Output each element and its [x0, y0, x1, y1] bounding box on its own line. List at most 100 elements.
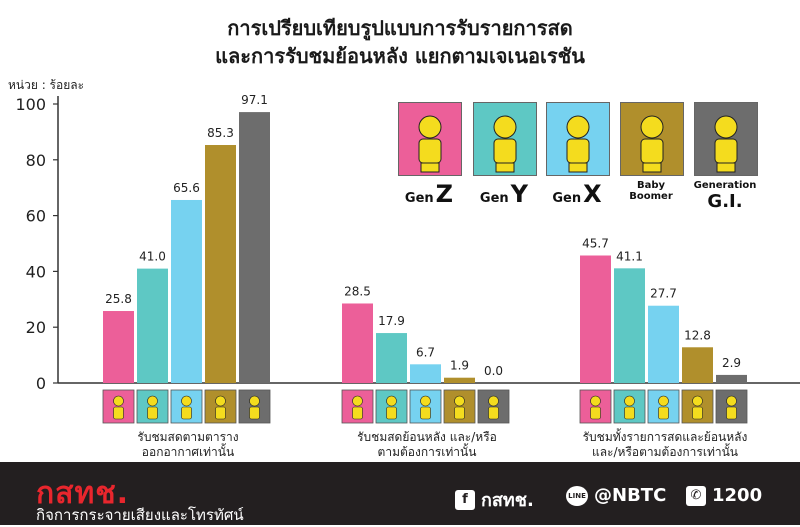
- data-label: 1.9: [450, 359, 469, 373]
- figure-icon-head: [420, 395, 431, 407]
- data-label: 27.7: [650, 287, 677, 301]
- figure-icon-body: [658, 406, 669, 420]
- phone-label: 1200: [712, 485, 763, 506]
- data-label: 41.0: [139, 250, 166, 264]
- data-label: 6.7: [416, 345, 435, 359]
- data-label: 45.7: [582, 236, 609, 250]
- facebook-label: กสทช.: [481, 490, 534, 511]
- legend-label-geny: GenY: [463, 180, 545, 208]
- bar-boomer: [682, 347, 713, 383]
- legend-line1: Gen: [552, 191, 582, 206]
- bar-boomer: [205, 145, 236, 383]
- category-label-line: ออกอากาศเท่านั้น: [141, 445, 235, 459]
- data-label: 41.1: [616, 249, 643, 263]
- bar-chart: 0 20 40 60 80 100 25.8 41.0 65.6 85.3 97.1 28.5 17.9…: [15, 93, 800, 424]
- category-label-line: รับชมสดย้อนหลัง และ/หรือ: [357, 430, 497, 444]
- figure-icon-head: [726, 395, 737, 407]
- figure-icon-head: [147, 395, 158, 407]
- legend-line1: Baby: [636, 180, 666, 191]
- figure-icon-head: [181, 395, 192, 407]
- line-contact[interactable]: LINE @NBTC: [566, 485, 666, 506]
- legend-line2: Boomer: [629, 191, 673, 202]
- facebook-contact[interactable]: f กสทช.: [455, 485, 534, 514]
- data-label: 12.8: [684, 328, 711, 342]
- figure-icon-head: [215, 395, 226, 407]
- data-label: 65.6: [173, 181, 200, 195]
- figure-icon-head: [113, 395, 124, 407]
- figure-icon-body: [454, 406, 465, 420]
- figure-icon-head: [624, 395, 635, 407]
- legend-line1: Gen: [404, 191, 434, 206]
- figure-icon-head: [488, 395, 499, 407]
- figure-icon-head: [658, 395, 669, 407]
- unit-label: หน่วย : ร้อยละ: [8, 78, 85, 92]
- category-label: รับชมสดย้อนหลัง และ/หรือ ตามต้องการเท่านั…: [322, 430, 532, 460]
- person-icon: [566, 115, 590, 173]
- data-label: 17.9: [378, 314, 405, 328]
- chart-title-line2: และการรับชมย้อนหลัง แยกตามเจเนอเรชัน: [215, 44, 585, 68]
- figure-icon-body: [249, 406, 260, 420]
- figure-icon-head: [692, 395, 703, 407]
- bar-genz: [342, 303, 373, 383]
- bar-boomer: [444, 377, 475, 383]
- figure-icon-body: [386, 406, 397, 420]
- y-tick-label: 0: [36, 374, 46, 393]
- bar-genx: [410, 364, 441, 383]
- legend-line1: Gen: [479, 191, 509, 206]
- y-tick-label: 100: [15, 95, 46, 114]
- chart-title-line1: การเปรียบเทียบรูปแบบการรับรายการสด: [227, 16, 573, 40]
- category-label: รับชมทั้งรายการสดและย้อนหลัง และ/หรือตามต…: [560, 430, 770, 460]
- person-icon: [640, 115, 664, 173]
- legend-tile-boomer: [620, 102, 684, 176]
- y-tick-label: 20: [26, 318, 46, 337]
- line-label: @NBTC: [594, 485, 667, 506]
- data-label: 0.0: [484, 364, 503, 378]
- category-label-line: รับชมสดตามตาราง: [137, 430, 239, 444]
- legend-tile-genx: [546, 102, 610, 176]
- footer-bar: [0, 462, 800, 525]
- person-icon: [714, 115, 738, 173]
- legend-label-genx: GenX: [536, 180, 618, 208]
- bar-genz: [103, 311, 134, 383]
- figure-icon-body: [692, 406, 703, 420]
- figure-icon-body: [726, 406, 737, 420]
- figure-icon-head: [590, 395, 601, 407]
- legend-line2: Y: [510, 180, 529, 208]
- category-label: รับชมสดตามตาราง ออกอากาศเท่านั้น: [83, 430, 293, 460]
- legend-line2: X: [583, 180, 602, 208]
- figure-icon-head: [454, 395, 465, 407]
- y-tick-label: 60: [26, 207, 46, 226]
- legend-label-gi: Generation G.I.: [684, 180, 766, 212]
- facebook-icon: f: [455, 489, 475, 510]
- category-label-line: และ/หรือตามต้องการเท่านั้น: [591, 445, 739, 459]
- y-tick-label: 80: [26, 151, 46, 170]
- y-tick-label: 40: [26, 262, 46, 281]
- data-label: 85.3: [207, 126, 234, 140]
- phone-icon: ✆: [686, 485, 706, 506]
- data-label: 25.8: [105, 292, 132, 306]
- figure-icon-body: [352, 406, 363, 420]
- nbtc-logo: กสทช.: [36, 476, 130, 511]
- line-icon: LINE: [566, 485, 588, 506]
- legend-tile-genz: [398, 102, 462, 176]
- data-label: 97.1: [241, 93, 268, 107]
- figure-icon-body: [590, 406, 601, 420]
- figure-icon-body: [215, 406, 226, 420]
- figure-icon-head: [249, 395, 260, 407]
- legend-label-boomer: Baby Boomer: [610, 180, 692, 202]
- legend-tile-geny: [473, 102, 537, 176]
- legend-tile-gi: [694, 102, 758, 176]
- category-label-line: ตามต้องการเท่านั้น: [377, 445, 477, 459]
- figure-icon-body: [624, 406, 635, 420]
- person-icon: [418, 115, 442, 173]
- bar-genz: [580, 255, 611, 383]
- data-label: 28.5: [344, 284, 371, 298]
- figure-icon-body: [488, 406, 499, 420]
- phone-contact[interactable]: ✆ 1200: [686, 485, 762, 506]
- figure-icon-head: [386, 395, 397, 407]
- figure-icon-body: [181, 406, 192, 420]
- org-name: กิจการกระจายเสียงและโทรทัศน์: [36, 506, 244, 524]
- figure-icon-head: [352, 395, 363, 407]
- bar-genx: [171, 199, 202, 383]
- category-label-line: รับชมทั้งรายการสดและย้อนหลัง: [582, 430, 748, 444]
